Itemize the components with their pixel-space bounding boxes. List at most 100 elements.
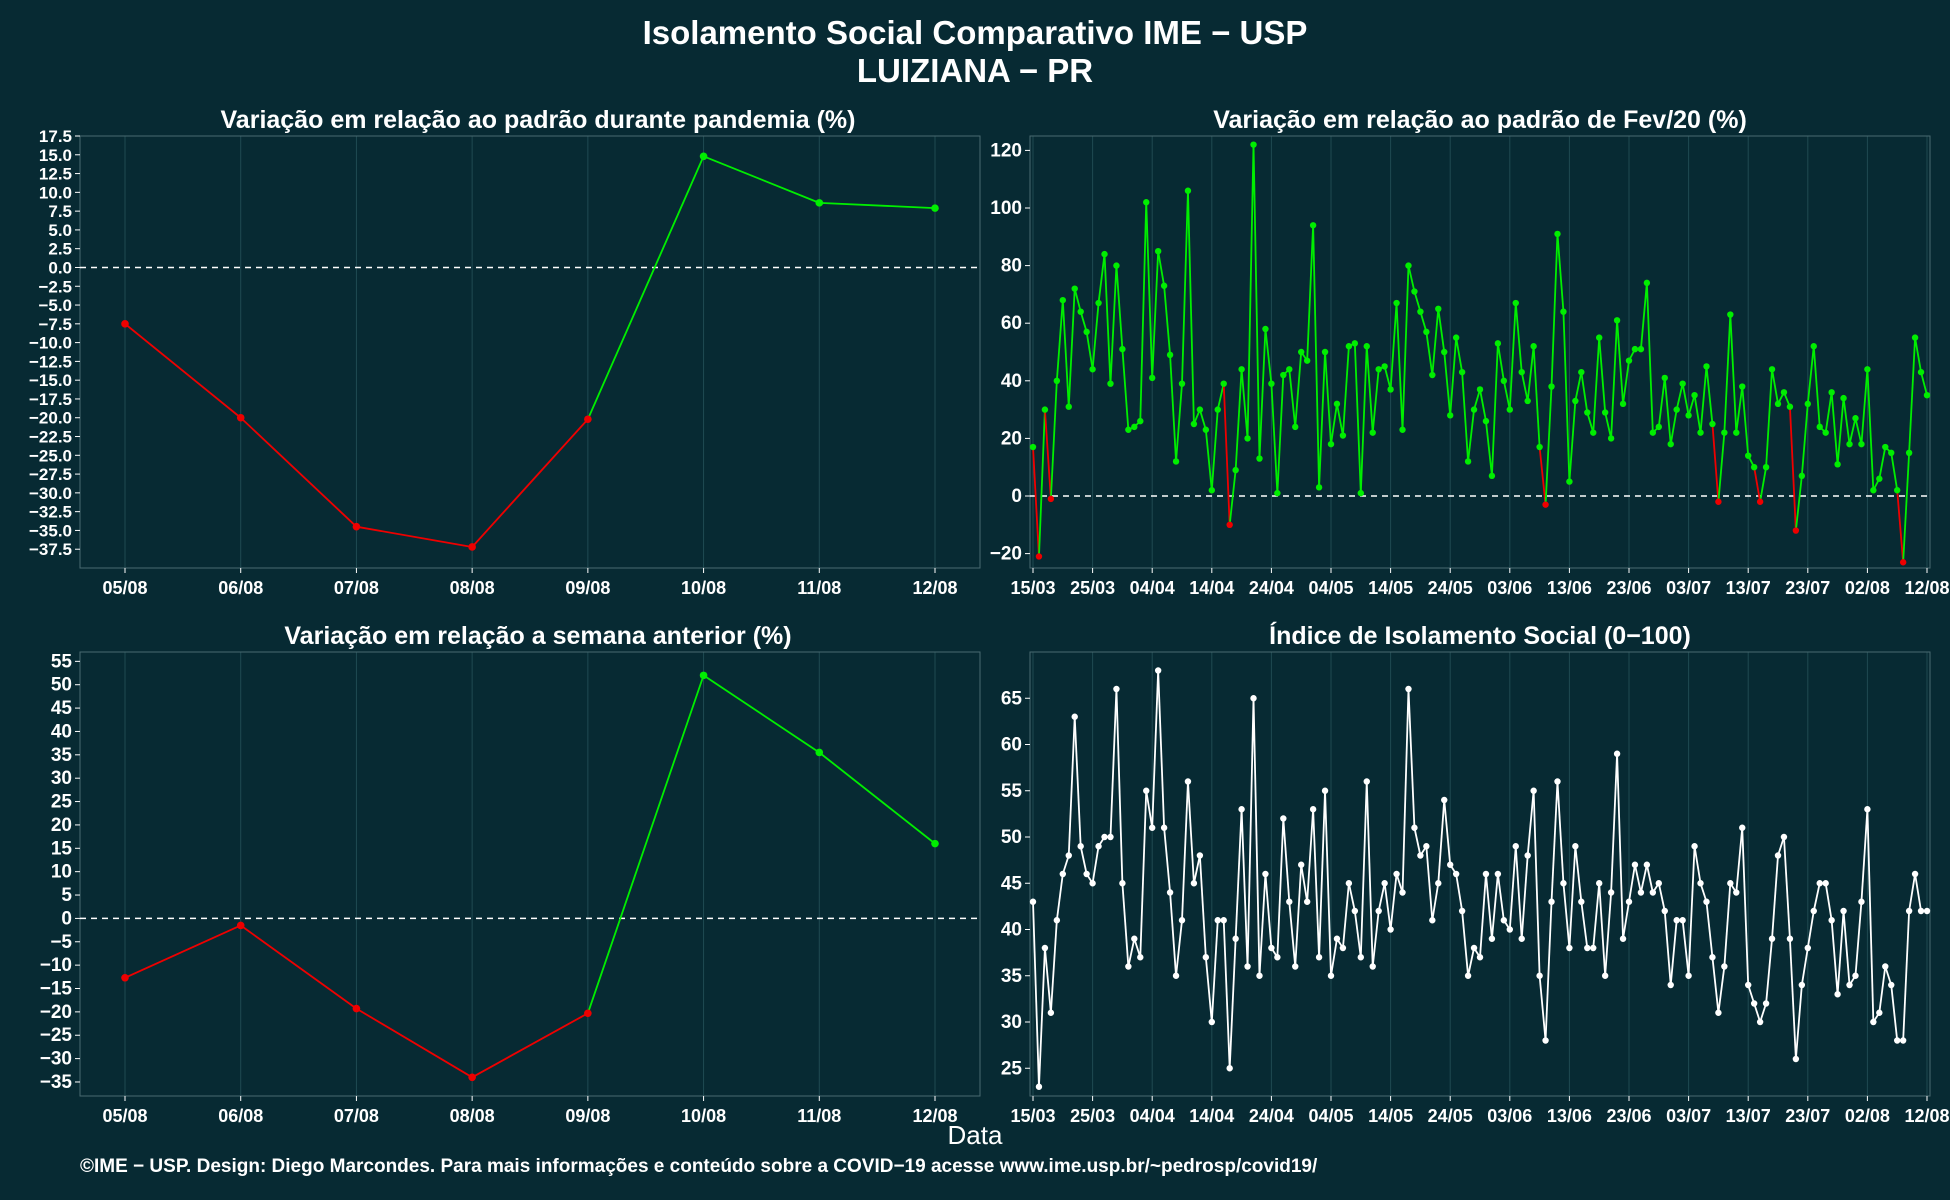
data-point [1083,870,1090,878]
series-segment [1890,984,1899,1041]
series-segment [1383,883,1392,930]
series-segment [1067,716,1076,856]
data-point [1369,429,1376,436]
x-tick-label: 09/08 [565,578,610,598]
series-segment [1061,855,1070,875]
series-segment [1741,386,1750,456]
data-point [1309,806,1317,813]
series-segment [1455,337,1464,373]
data-point [1286,898,1293,905]
y-tick-label: −30 [40,1049,72,1070]
y-tick-label: 40 [51,721,72,742]
chart-panel-1: Variação em relação ao padrão durante pa… [29,106,981,598]
series-segment [819,201,936,210]
x-tick-label: 25/03 [1070,578,1115,598]
series-segment [1121,349,1130,430]
series-segment [1461,910,1469,976]
series-segment [1645,282,1654,433]
data-point [1882,963,1889,970]
y-tick-label: −22.5 [29,428,72,447]
data-point [1083,328,1090,336]
y-tick-label: 5 [61,885,72,906]
series-segment [1371,369,1380,433]
y-tick-label: 30 [1001,1012,1022,1033]
series-segment [355,1007,473,1079]
x-tick-label: 09/08 [565,1106,610,1126]
data-point [1035,553,1043,560]
data-point [1655,423,1663,431]
data-point [1858,440,1865,448]
series-segment [1145,790,1154,828]
series-segment [1294,864,1303,967]
series-segment [1210,409,1219,491]
data-point [1572,397,1579,405]
data-point [1482,870,1490,878]
plot-frame [1029,651,1931,1097]
series-segment [1735,386,1744,433]
data-point [1548,898,1555,905]
data-point [1464,972,1472,979]
series-segment [1830,920,1839,995]
series-segment [1812,346,1821,427]
data-point [1786,403,1794,410]
y-tick-label: 40 [1001,371,1022,392]
data-point [1852,972,1859,979]
x-tick-label: 14/04 [1189,578,1234,598]
data-point [1107,380,1114,387]
x-tick-label: 14/04 [1189,1106,1234,1126]
series-segment [1646,864,1654,893]
x-tick-label: 10/08 [681,1106,726,1126]
x-tick-label: 14/05 [1368,578,1413,598]
series-segment [1467,409,1475,462]
series-segment [1288,901,1297,967]
series-segment [1234,369,1243,471]
data-point [699,671,708,680]
series-segment [1544,386,1553,505]
figure-subtitle: LUIZIANA − PR [856,52,1094,89]
data-point [1882,443,1889,451]
series-segment [1437,799,1446,884]
series-segment [1586,412,1595,433]
series-segment [1145,202,1154,378]
series-segment [587,155,705,420]
series-segment [1204,957,1213,1023]
y-tick-label: 40 [1001,920,1022,941]
series-segment [1628,864,1636,902]
series-segment [1592,883,1601,949]
series-segment [1139,790,1148,958]
data-point [1715,1009,1722,1016]
data-point [1649,889,1657,896]
series-segment [1163,827,1171,893]
data-point [1810,343,1817,350]
data-point [1828,389,1835,396]
data-point [1363,778,1370,785]
data-point [1846,440,1853,448]
data-point [1482,417,1490,425]
data-point [1417,852,1424,859]
data-point [1911,870,1919,878]
data-point [1411,824,1418,831]
x-tick-label: 15/03 [1010,1106,1055,1126]
y-tick-label: −5.0 [38,296,72,315]
data-point [1095,299,1102,307]
data-point [1637,889,1645,896]
series-segment [1681,383,1690,416]
series-segment [1294,351,1303,427]
data-point [121,320,129,328]
y-tick-label: 0 [1011,486,1022,507]
series-segment [1103,254,1112,384]
chart-title: Índice de Isolamento Social (0−100) [1269,621,1691,650]
data-point [1393,870,1400,878]
x-tick-label: 24/05 [1428,1106,1473,1126]
series-segment [1580,901,1589,949]
series-segment [1920,371,1928,396]
y-tick-label: 50 [51,675,72,696]
x-tick-label: 13/06 [1547,1106,1592,1126]
series-segment [1526,790,1535,856]
series-segment [1222,383,1231,525]
y-tick-label: 0 [61,908,72,929]
data-point [1899,559,1907,566]
data-point [1745,981,1752,989]
data-point [1917,368,1925,376]
series-segment [1908,873,1916,912]
